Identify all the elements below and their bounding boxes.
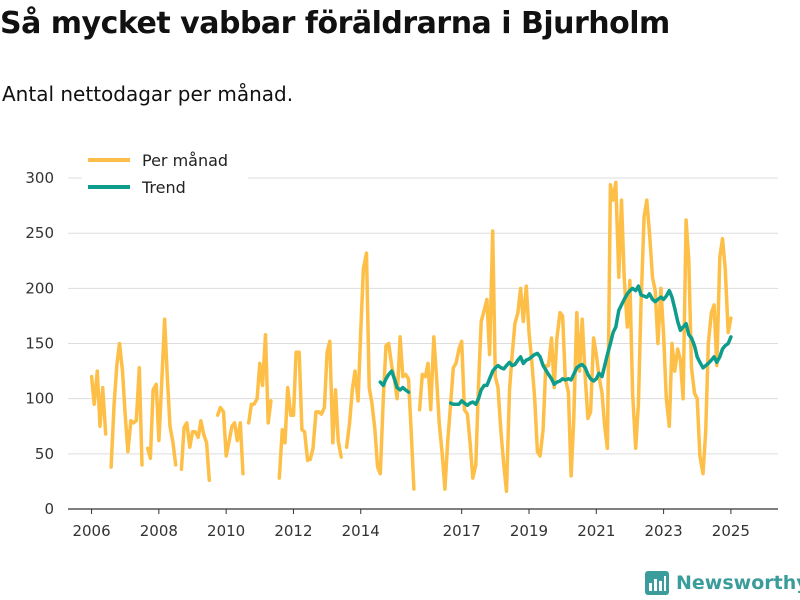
y-axis-ticks: 0 50 100 150 200 250 300 [25, 169, 54, 518]
brand-logo: Newsworthy [644, 570, 800, 596]
series-line-per-manad-segment-5 [246, 332, 273, 425]
series-line-per-manad-segment-3 [179, 418, 212, 483]
series-line-per-manad-segment-0 [89, 369, 108, 436]
legend: Per månad Trend [82, 147, 248, 207]
series-line-per-manad-segment-9 [417, 180, 733, 494]
series-line-per-manad-segment-8 [344, 251, 416, 491]
x-tick-label: 2012 [274, 522, 312, 540]
x-tick-label: 2010 [207, 522, 245, 540]
x-tick-label: 2006 [72, 522, 110, 540]
y-tick-label: 50 [35, 445, 54, 463]
series-line-trend-segment-1 [448, 284, 733, 408]
grid-lines [68, 177, 778, 510]
x-tick-label: 2023 [644, 522, 682, 540]
y-tick-label: 150 [25, 335, 54, 353]
series-line-per-manad-segment-6 [277, 350, 310, 480]
series-line-per-manad-segment-2 [145, 317, 178, 467]
x-tick-label: 2017 [443, 522, 481, 540]
x-tick-label: 2014 [342, 522, 380, 540]
legend-label-trend: Trend [141, 178, 186, 197]
series-line-per-manad-segment-7 [308, 339, 343, 462]
legend-label-per-manad: Per månad [142, 151, 228, 170]
y-tick-label: 300 [25, 169, 54, 187]
series-line-trend-segment-0 [378, 369, 411, 394]
brand-name: Newsworthy [676, 572, 800, 594]
y-tick-label: 200 [25, 279, 54, 297]
legend-background [82, 147, 248, 207]
x-tick-label: 2019 [510, 522, 548, 540]
y-tick-label: 0 [44, 500, 54, 518]
y-tick-label: 250 [25, 224, 54, 242]
series-line-per-manad-segment-4 [215, 405, 245, 476]
newsworthy-icon [645, 571, 669, 595]
chart-title: Så mycket vabbar föräldrarna i Bjurholm [0, 6, 670, 41]
x-tick-label: 2025 [712, 522, 750, 540]
x-tick-label: 2008 [140, 522, 178, 540]
series-line-per-manad-segment-1 [109, 341, 144, 469]
x-axis-ticks: 2006 2008 2010 2012 2014 2017 2019 2021 2023 2025 [72, 509, 750, 540]
y-tick-label: 100 [25, 390, 54, 408]
chart-subtitle: Antal nettodagar per månad. [2, 82, 294, 106]
x-tick-label: 2021 [577, 522, 615, 540]
series-lines [89, 180, 733, 494]
